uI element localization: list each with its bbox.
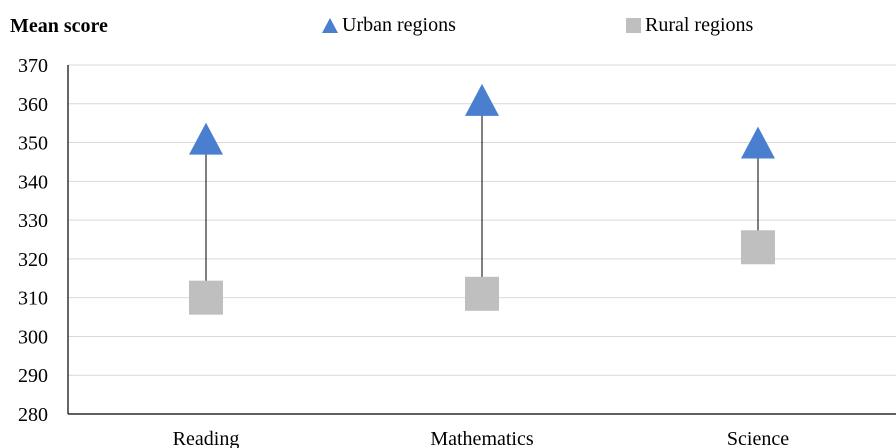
y-tick-label: 300 [18, 326, 48, 348]
legend-item-urban: Urban regions [322, 14, 456, 37]
urban-point [465, 83, 499, 116]
legend-label-urban: Urban regions [342, 14, 456, 36]
y-tick-label: 330 [18, 210, 48, 232]
y-tick-label: 290 [18, 365, 48, 387]
y-axis-title: Mean score [10, 15, 108, 37]
rural-point [465, 276, 499, 311]
x-tick-label: Science [727, 428, 789, 448]
urban-point [189, 122, 223, 155]
y-tick-label: 370 [18, 55, 48, 77]
y-tick-label: 340 [18, 171, 48, 193]
y-tick-label: 280 [18, 404, 48, 426]
rural-point [189, 280, 223, 315]
legend-item-rural: Rural regions [626, 14, 753, 37]
y-tick-label: 360 [18, 94, 48, 116]
y-tick-label: 350 [18, 133, 48, 155]
y-tick-label: 320 [18, 249, 48, 271]
rural-point [741, 230, 775, 265]
urban-point [741, 126, 775, 159]
x-tick-label: Reading [173, 428, 240, 448]
triangle-marker-icon [322, 18, 338, 33]
x-tick-label: Mathematics [430, 428, 534, 448]
square-marker-icon [626, 18, 641, 33]
legend-label-rural: Rural regions [645, 14, 754, 36]
y-tick-label: 310 [18, 288, 48, 310]
